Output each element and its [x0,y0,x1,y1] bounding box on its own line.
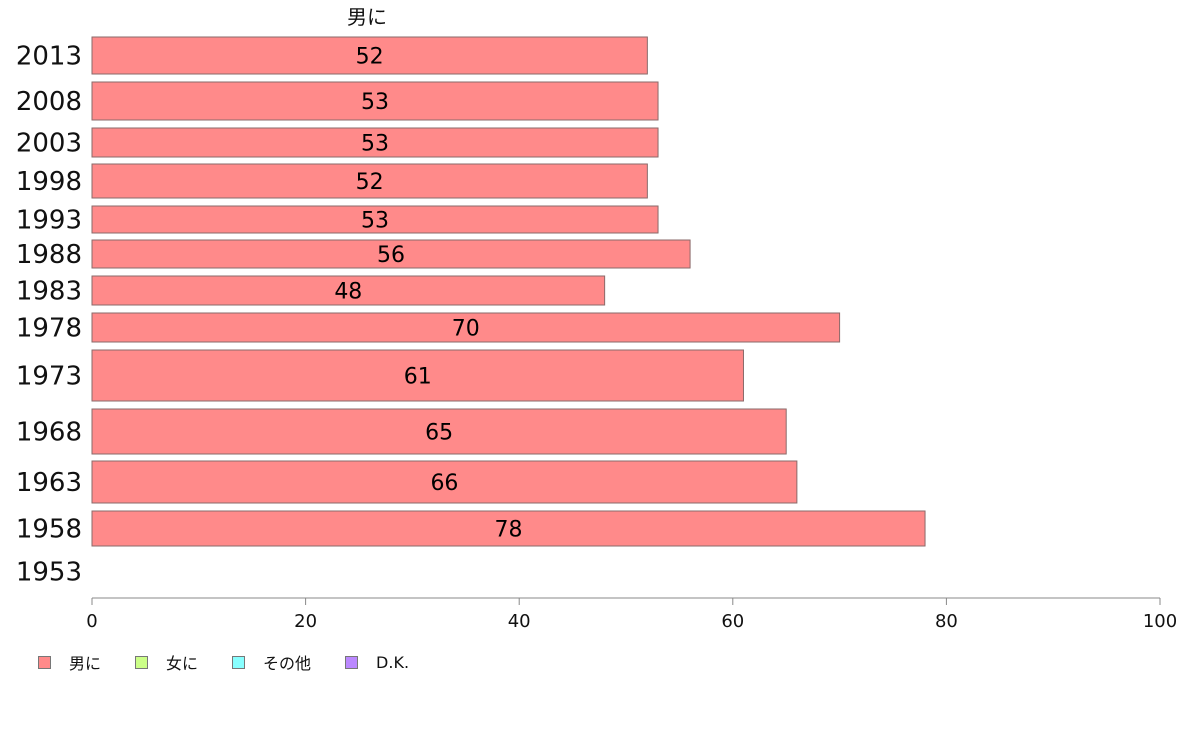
bar [91,239,691,269]
legend-label-female: 女に [166,654,199,673]
category-label: 1983 [16,277,82,307]
x-tick-label: 80 [935,611,958,632]
category-label: 1958 [16,515,82,545]
bar-value-label: 53 [361,90,389,115]
category-label: 1978 [16,314,82,344]
bar [91,510,926,547]
legend-swatch-female [135,655,149,669]
legend-item-female: 女に [135,650,198,674]
bar-value-label: 53 [361,132,389,157]
category-label: 2008 [16,87,82,117]
bar-value-label: 56 [377,243,405,268]
x-tick-label: 20 [294,611,317,632]
legend-swatch-male [38,655,51,669]
legend: 男に 女に その他 D.K. [38,650,443,674]
bar [91,36,648,75]
bar-value-label: 65 [425,421,453,446]
legend-item-other: その他 [232,650,311,674]
category-label: 1953 [16,558,82,588]
category-label: 1993 [16,206,82,236]
bar-value-label: 52 [356,170,384,195]
bar-value-label: 53 [361,209,389,234]
bar [91,275,606,306]
bar-value-label: 66 [430,471,458,496]
category-label: 2003 [16,129,82,159]
bar [91,81,659,121]
legend-item-male: 男に [38,650,101,674]
category-label: 2013 [16,42,82,72]
x-tick-label: 100 [1143,611,1177,632]
bar [91,349,744,402]
x-tick-label: 40 [508,611,531,632]
bar [91,127,659,158]
bar-value-label: 61 [404,365,432,390]
bars-group: 2013 52 2008 53 2003 53 1998 52 1993 53 1988 56 1983… [16,36,926,588]
legend-swatch-dk [345,655,359,669]
bar [91,460,798,504]
x-tick-label: 60 [721,611,744,632]
category-label: 1998 [16,167,82,197]
x-axis: 0 20 40 60 80 100 [86,597,1177,632]
x-tick-label: 0 [86,611,97,632]
legend-label-male: 男に [69,654,102,673]
bar-chart: 男に 2013 52 2008 53 2003 53 1998 52 1993 53 1988 56 1… [16,5,1177,632]
category-label: 1963 [16,468,82,498]
legend-label-other: その他 [263,654,312,673]
bar [91,163,648,199]
category-label: 1988 [16,240,82,270]
legend-swatch-other [232,655,246,669]
bar [91,205,659,234]
series-header: 男に [347,5,387,29]
category-label: 1973 [16,362,82,392]
category-label: 1968 [16,418,82,448]
bar [91,408,787,455]
bar-value-label: 78 [495,518,523,543]
bar-value-label: 52 [356,45,384,70]
bar-value-label: 70 [452,317,480,342]
bar-value-label: 48 [334,280,362,305]
legend-item-dk: D.K. [345,653,409,672]
legend-label-dk: D.K. [376,652,410,672]
bar [91,312,841,343]
